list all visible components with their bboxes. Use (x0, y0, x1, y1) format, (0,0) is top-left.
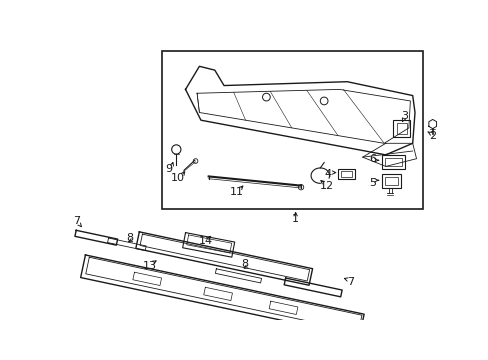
Bar (341, 171, 351, 177)
Bar (381, 155, 404, 169)
Text: 6: 6 (368, 154, 375, 164)
Text: 7: 7 (346, 277, 353, 287)
Text: 4: 4 (324, 169, 331, 179)
Bar (396, 123, 407, 134)
Text: 8: 8 (241, 259, 248, 269)
Text: 12: 12 (320, 181, 334, 191)
Bar (393, 120, 409, 137)
Text: 9: 9 (165, 164, 172, 174)
Bar (384, 158, 401, 166)
Bar (337, 169, 354, 180)
Text: 11: 11 (229, 187, 243, 197)
Bar (384, 177, 397, 185)
Bar (162, 51, 422, 209)
Text: 10: 10 (170, 173, 184, 183)
Text: 13: 13 (142, 261, 156, 271)
Text: 1: 1 (291, 214, 299, 224)
Text: 5: 5 (368, 177, 375, 188)
Text: 7: 7 (73, 216, 80, 226)
Text: 14: 14 (198, 236, 212, 246)
Text: 2: 2 (428, 131, 435, 141)
Text: 3: 3 (401, 111, 407, 121)
Text: 8: 8 (125, 233, 133, 243)
Bar (381, 174, 400, 188)
